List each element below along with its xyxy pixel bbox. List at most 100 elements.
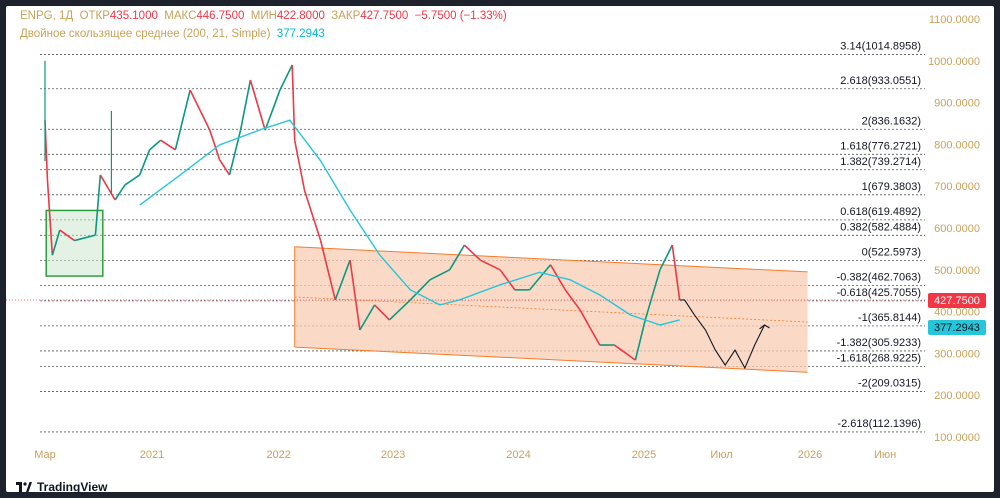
fib-label: -1(365.8144) [858,312,921,324]
price-segment [349,260,361,331]
channel-bottom-line [294,346,808,373]
price-segment [303,190,322,241]
price-segment [579,309,601,346]
price-segment [74,234,96,242]
fib-label: 2(836.1632) [862,115,921,127]
tradingview-logo[interactable]: TradingView [16,480,107,494]
y-tick-label: 300.0000 [934,348,980,360]
fib-label: -1.618(268.9225) [837,352,921,364]
price-segment [644,269,661,321]
tradingview-icon [16,482,32,492]
fib-label: -2(209.0315) [858,377,921,389]
fib-label: -0.382(462.7063) [837,271,921,283]
price-segment [264,89,281,131]
low-value: 422.8000 [276,10,325,22]
price-segment [564,289,581,311]
channel-mid-line [294,296,808,323]
x-tick-label: Мар [34,449,56,461]
change-value: −5.7500 (−1.33%) [414,10,507,22]
x-tick-label: 2021 [140,449,164,461]
price-segment [291,64,296,141]
projection-arrow [759,324,770,330]
price-segment [388,299,411,321]
fib-label: 0.382(582.4884) [840,221,921,233]
y-tick-label: 800.0000 [934,139,980,151]
fib-label: -1.382(305.9233) [837,337,921,349]
open-value: 435.1000 [109,10,158,22]
x-tick-label: 2023 [381,449,405,461]
open-label: ОТКР [79,10,110,22]
price-segment [614,344,636,361]
price-badge: 427.7500 [928,293,986,309]
ma-badge-text: 377.2943 [934,322,980,334]
price-segment [189,89,201,111]
fib-label: -2.618(112.1396) [837,418,921,430]
y-tick-label: 600.0000 [934,223,980,235]
price-segment [94,174,102,236]
price-segment [359,304,376,331]
range-box [45,209,104,277]
y-tick-label: 1100.0000 [929,14,980,26]
price-segment [218,159,231,176]
chart-panel[interactable]: 3.14(1014.8958) 2.618(933.0551) 2(836.1632… [6,6,994,494]
x-tick-label: 2024 [506,449,530,461]
price-segment [149,139,162,151]
price-segment [209,129,221,161]
high-value: 446.7500 [196,10,245,22]
symbol-label: ENPG, 1Д [20,10,74,22]
price-segment [409,279,431,301]
y-tick-label: 700.0000 [934,181,980,193]
projection-path [679,299,766,370]
price-segment [463,244,481,261]
indicator-label: Двойное скользящее среднее (200, 21, Sim… [20,28,271,40]
fib-label: 3.14(1014.8958) [840,41,921,53]
ma-badge-bg [928,319,986,335]
fib-label: 1.382(739.2714) [840,156,921,168]
close-value: 427.7500 [360,10,409,22]
price-segment [99,174,116,201]
price-segment [138,149,151,176]
price-segment [499,269,516,291]
close-label: ЗАКР [331,10,361,22]
fib-label: 0.618(619.4892) [840,206,921,218]
price-segment [59,229,75,242]
price-segment [480,259,501,271]
price-segment [334,259,351,301]
price-segment [199,109,211,131]
y-tick-label: 200.0000 [934,390,980,402]
price-segment [374,304,390,321]
y-tick-label: 1000.0000 [928,56,980,68]
logo-text: TradingView [37,480,108,494]
y-tick-label: 100.0000 [934,432,980,444]
price-segment [448,244,466,271]
price-segment [114,184,126,201]
channel-top-line [294,246,808,273]
y-tick-label: 400.0000 [934,307,980,319]
y-tick-label: 500.0000 [934,265,980,277]
price-segment [293,140,306,191]
fib-label: -0.618(425.7055) [837,287,921,299]
price-segment [46,179,54,256]
moving-average-line [139,119,680,326]
x-tick-label: Июн [874,449,896,461]
x-tick-label: 2022 [266,449,290,461]
price-segment [319,239,337,301]
indicator-value: 377.2943 [276,28,325,40]
price-segment [228,129,242,176]
price-segment [659,244,674,271]
low-label: МИН [250,10,277,22]
y-tick-label: 900.0000 [934,98,980,110]
price-badge-bg [928,293,986,309]
fib-label: 0(522.5973) [862,246,921,258]
price-segment [671,245,681,301]
indicator-legend[interactable]: Двойное скользящее среднее (200, 21, Sim… [20,28,325,40]
price-segment [160,139,176,151]
price-segment [174,89,191,151]
price-segment [528,264,552,291]
price-chart[interactable]: 3.14(1014.8958) 2.618(933.0551) 2(836.1632… [6,6,994,492]
fib-label: 1.618(776.2721) [840,140,921,152]
price-segment [249,79,266,131]
x-tick-label: 2026 [798,449,822,461]
price-segment [429,269,451,281]
ohlc-legend: ENPG, 1Д ОТКР435.1000 МАКС446.7500 МИН42… [20,10,507,22]
